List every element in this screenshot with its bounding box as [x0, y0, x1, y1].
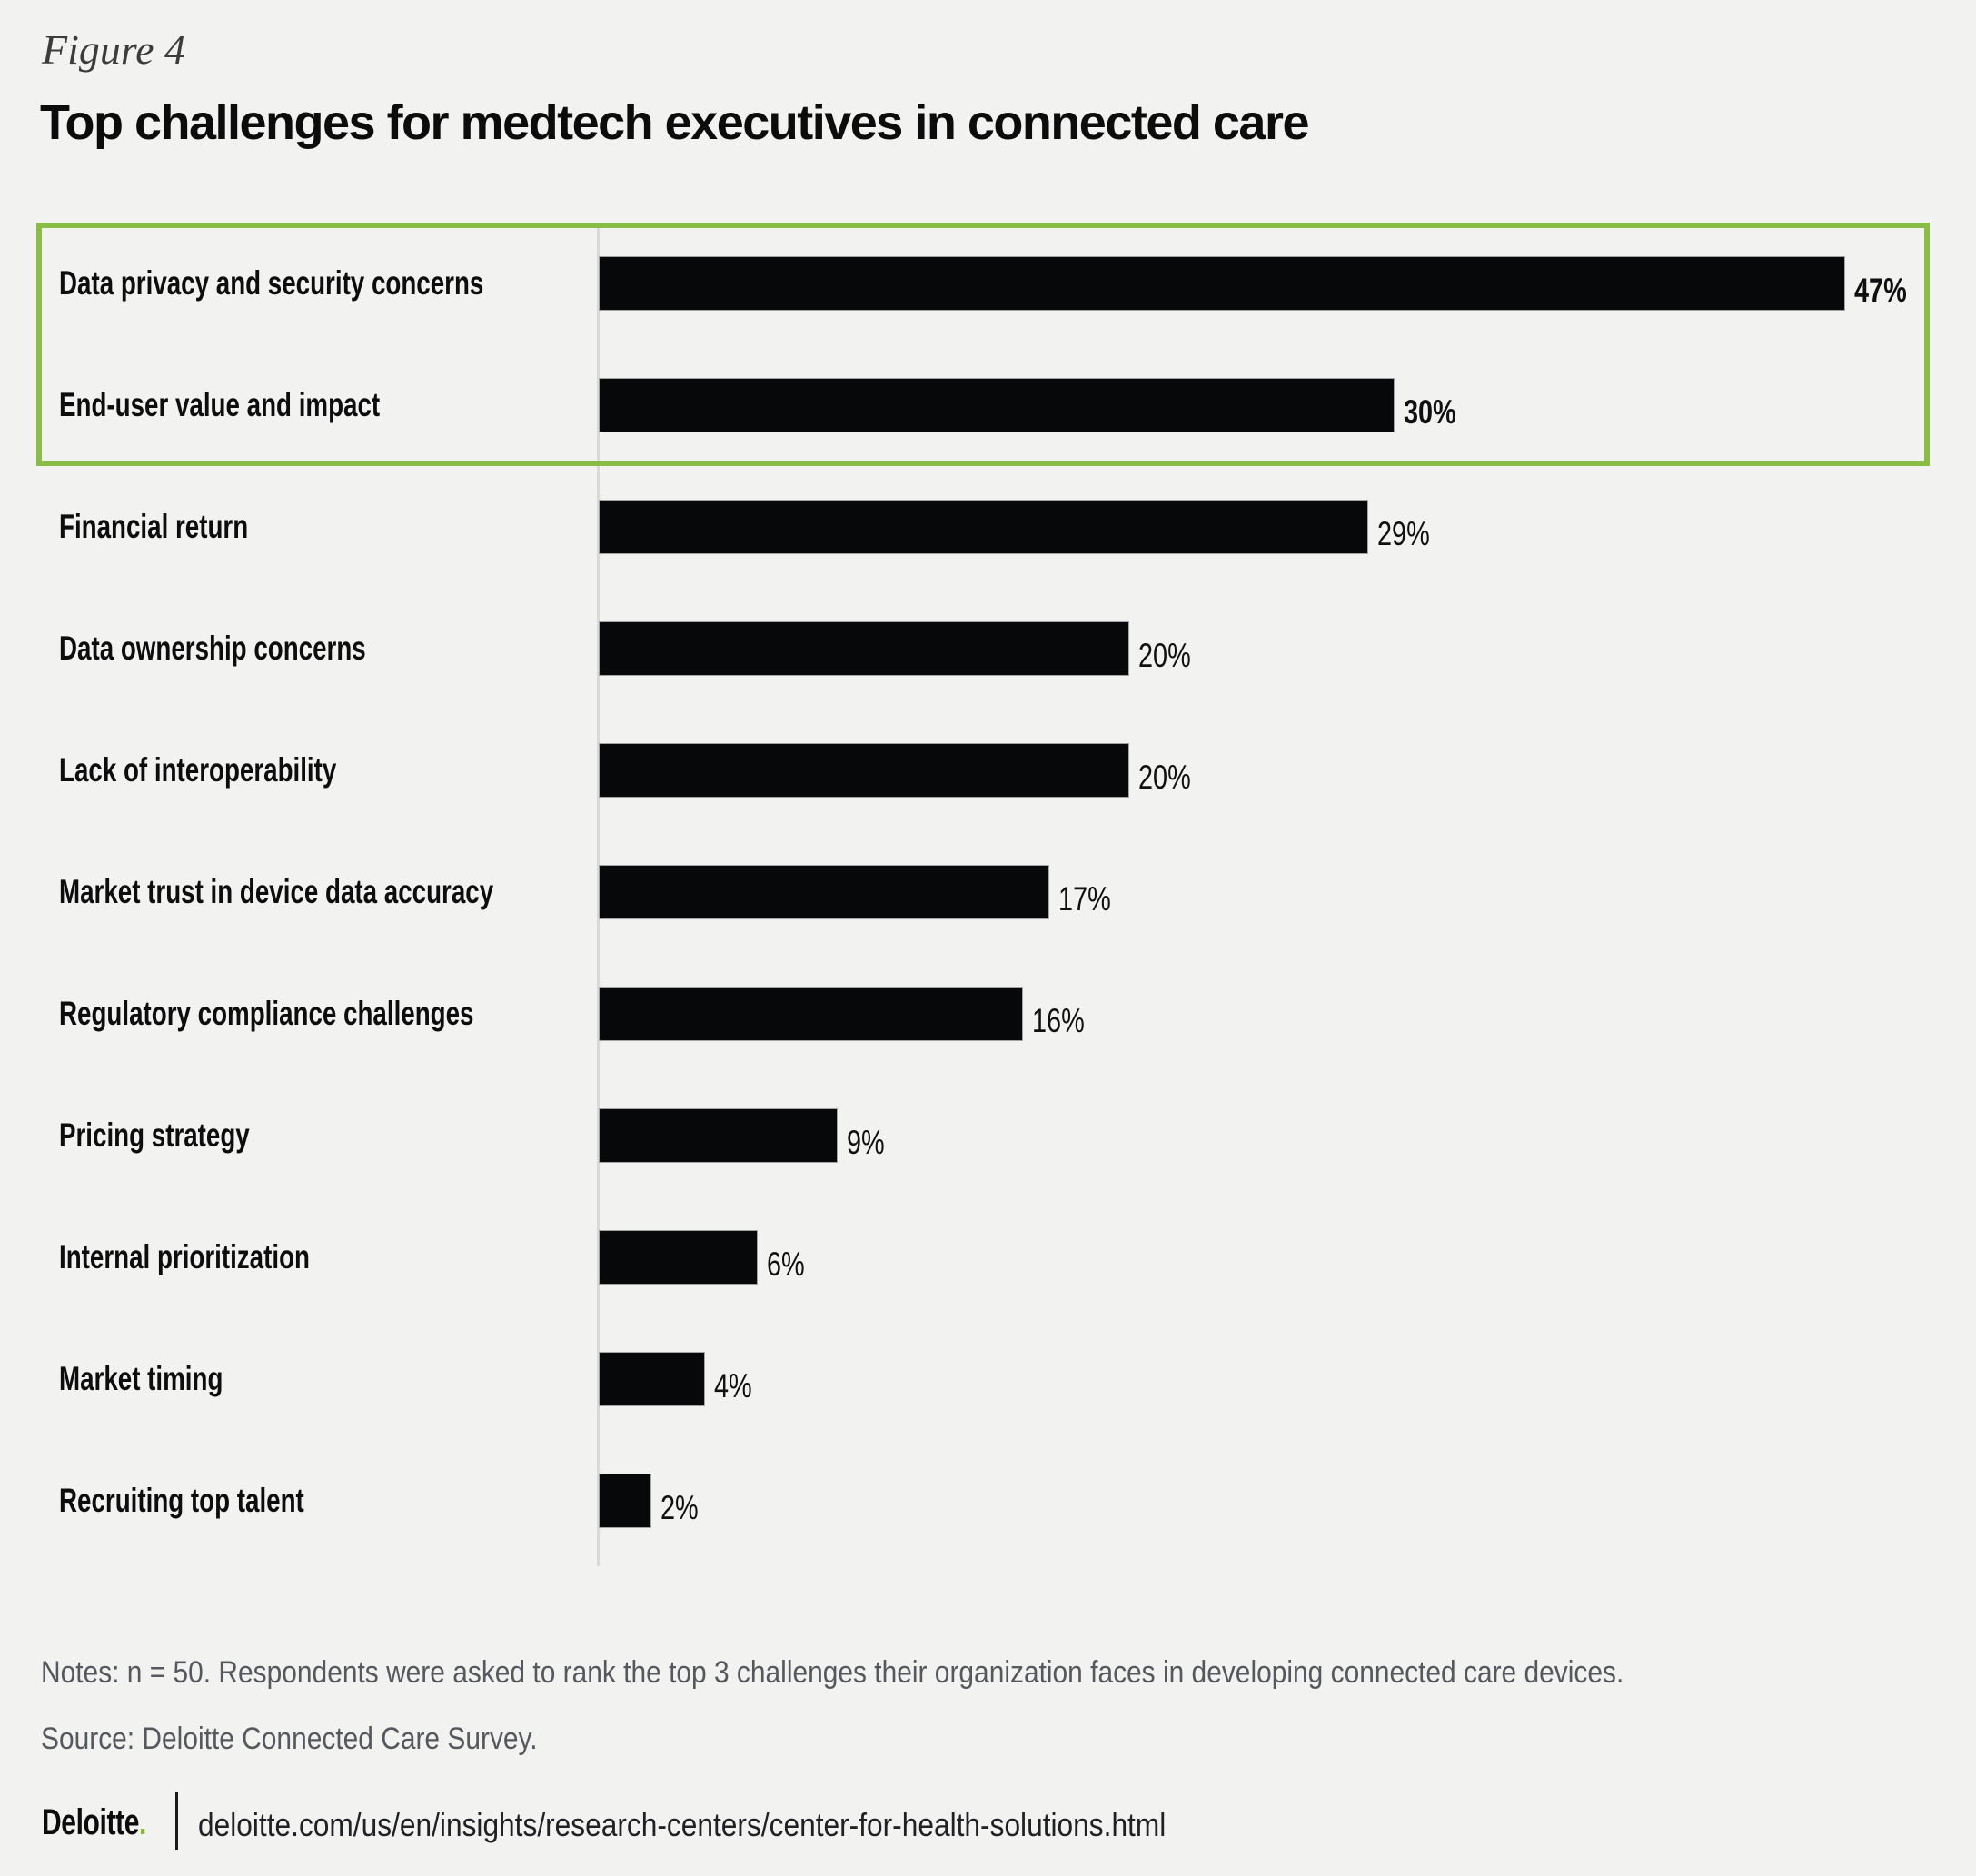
value-label: 16% [1032, 1002, 1085, 1039]
chart-row: Recruiting top talent 2% [36, 1440, 1930, 1562]
category-label: End-user value and impact [59, 386, 381, 423]
category-label: Regulatory compliance challenges [59, 995, 474, 1032]
value-label: 9% [847, 1124, 885, 1161]
bar [599, 743, 1129, 798]
chart-row: Financial return 29% [36, 466, 1930, 588]
bar [599, 621, 1129, 676]
chart-row: Market timing 4% [36, 1318, 1930, 1440]
category-label: Financial return [59, 508, 249, 545]
bar-track: 4% [599, 1352, 762, 1406]
category-label: Market timing [59, 1360, 223, 1397]
chart-notes: Notes: n = 50. Respondents were asked to… [41, 1655, 1624, 1690]
chart-row: Internal prioritization 6% [36, 1196, 1930, 1318]
value-label: 20% [1138, 637, 1191, 674]
bar [599, 1352, 705, 1406]
value-label: 47% [1854, 272, 1907, 309]
bar [599, 1474, 651, 1528]
chart-row: Data privacy and security concerns 47% [36, 223, 1930, 344]
figure-label: Figure 4 [42, 26, 185, 73]
bar-track: 47% [599, 256, 1921, 311]
chart-source: Source: Deloitte Connected Care Survey. [41, 1722, 538, 1756]
bar-track: 6% [599, 1230, 815, 1285]
bar-track: 16% [599, 987, 1099, 1041]
value-label: 17% [1058, 880, 1111, 918]
footer-url: deloitte.com/us/en/insights/research-cen… [198, 1806, 1167, 1843]
bar-track: 17% [599, 865, 1126, 919]
chart-row: Market trust in device data accuracy 17% [36, 831, 1930, 953]
value-label: 20% [1138, 759, 1191, 796]
deloitte-logo-text: Deloitte [42, 1802, 140, 1842]
bar [599, 865, 1049, 919]
bar-track: 30% [599, 378, 1471, 432]
category-label: Data privacy and security concerns [59, 264, 484, 302]
value-label: 2% [660, 1489, 699, 1526]
bar-track: 29% [599, 500, 1445, 554]
bar [599, 378, 1395, 432]
chart-row: End-user value and impact 30% [36, 344, 1930, 466]
chart-row: Lack of interoperability 20% [36, 710, 1930, 831]
bar [599, 500, 1368, 554]
chart-row: Data ownership concerns 20% [36, 588, 1930, 710]
bar [599, 987, 1023, 1041]
bar [599, 256, 1845, 311]
bar [599, 1108, 838, 1163]
bar [599, 1230, 758, 1285]
page-title: Top challenges for medtech executives in… [40, 95, 1310, 150]
bar-track: 2% [599, 1474, 709, 1528]
footer-divider-line [175, 1792, 178, 1850]
category-label: Data ownership concerns [59, 630, 366, 667]
value-label: 29% [1377, 515, 1430, 552]
category-label: Pricing strategy [59, 1117, 250, 1154]
category-label: Recruiting top talent [59, 1482, 304, 1519]
category-label: Internal prioritization [59, 1238, 310, 1275]
y-axis-line [597, 228, 600, 1566]
value-label: 4% [714, 1367, 752, 1405]
bar-track: 20% [599, 743, 1206, 798]
deloitte-logo: Deloitte. [42, 1802, 146, 1843]
value-label: 6% [767, 1246, 805, 1283]
chart-row: Regulatory compliance challenges 16% [36, 953, 1930, 1075]
bar-track: 9% [599, 1108, 895, 1163]
bar-track: 20% [599, 621, 1206, 676]
bar-chart: Data privacy and security concerns 47% E… [36, 223, 1930, 1566]
value-label: 30% [1404, 393, 1456, 431]
chart-row: Pricing strategy 9% [36, 1075, 1930, 1196]
deloitte-logo-dot: . [139, 1802, 146, 1842]
category-label: Lack of interoperability [59, 751, 337, 789]
category-label: Market trust in device data accuracy [59, 873, 494, 910]
